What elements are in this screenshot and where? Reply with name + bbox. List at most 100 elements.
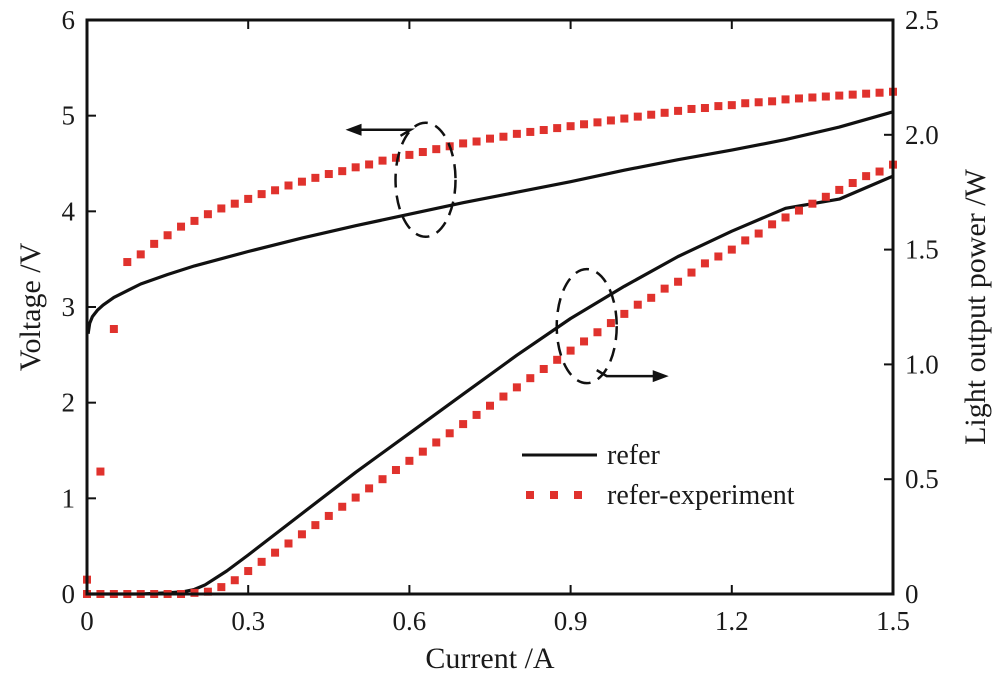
- data-point: [472, 410, 481, 419]
- data-point: [217, 583, 226, 592]
- y-left-tick-label: 2: [62, 388, 76, 418]
- data-point: [405, 456, 414, 465]
- data-point: [674, 277, 683, 286]
- data-point: [405, 150, 414, 159]
- data-point: [660, 108, 669, 117]
- data-point: [862, 89, 871, 98]
- data-point: [593, 328, 602, 337]
- arrowhead-right: [652, 370, 669, 383]
- data-point: [203, 587, 212, 596]
- legend-marker: [526, 491, 534, 499]
- data-point: [539, 364, 548, 373]
- x-tick-label: 0.9: [554, 606, 588, 636]
- annotations: [345, 121, 669, 385]
- x-axis-title: Current /A: [425, 642, 554, 675]
- data-point: [821, 92, 830, 101]
- data-point: [727, 245, 736, 254]
- data-point: [633, 112, 642, 121]
- legend-swatch-refer-experiment: [526, 491, 582, 499]
- data-point: [177, 222, 186, 231]
- plot-frame: [85, 18, 895, 596]
- annotation-ellipse: [394, 121, 457, 239]
- data-point: [566, 122, 575, 131]
- data-point: [499, 132, 508, 141]
- data-point: [512, 129, 521, 138]
- data-point: [499, 392, 508, 401]
- y-right-tick-label: 1.5: [905, 235, 939, 265]
- y-right-tick-label: 1.0: [905, 349, 939, 379]
- data-point: [324, 511, 333, 520]
- data-point: [271, 548, 280, 557]
- x-tick-label: 1.5: [876, 606, 910, 636]
- data-point: [459, 420, 468, 429]
- data-point: [324, 170, 333, 179]
- data-point: [163, 231, 172, 240]
- data-point: [620, 114, 629, 123]
- data-point: [606, 319, 615, 328]
- data-point: [526, 374, 535, 383]
- data-point: [203, 210, 212, 219]
- data-point: [674, 106, 683, 115]
- y-right-tick-label: 0.5: [905, 464, 939, 494]
- data-point: [821, 192, 830, 201]
- annotation-arrow-left: [353, 128, 416, 137]
- data-point: [338, 502, 347, 511]
- arrowhead-left: [345, 123, 362, 136]
- data-point: [835, 185, 844, 194]
- data-point: [418, 148, 427, 157]
- y-axis-right-title: Light output power /W: [959, 168, 992, 444]
- data-point: [700, 104, 709, 113]
- data-point: [284, 181, 293, 190]
- data-point: [553, 355, 562, 364]
- legend-label-refer: refer: [607, 440, 661, 471]
- data-point: [835, 91, 844, 100]
- data-point: [620, 309, 629, 318]
- y-left-tick-label: 0: [62, 579, 76, 609]
- data-point: [378, 475, 387, 484]
- data-point: [123, 258, 132, 267]
- data-point: [391, 153, 400, 162]
- x-tick-label: 0.3: [231, 606, 265, 636]
- data-point: [109, 325, 118, 334]
- data-point: [432, 145, 441, 154]
- data-point: [875, 88, 884, 97]
- data-point: [230, 199, 239, 208]
- data-point: [606, 116, 615, 125]
- data-point: [781, 95, 790, 104]
- data-point: [365, 484, 374, 493]
- data-point: [566, 346, 575, 355]
- data-point: [297, 530, 306, 539]
- data-point: [687, 104, 696, 113]
- data-point: [351, 163, 360, 172]
- data-point: [512, 383, 521, 392]
- data-point: [808, 93, 817, 102]
- y-right-tick-label: 2.0: [905, 120, 939, 150]
- x-tick-label: 0.6: [393, 606, 427, 636]
- x-tick-label: 1.2: [715, 606, 749, 636]
- data-point: [526, 127, 535, 136]
- data-point: [714, 252, 723, 261]
- data-point: [553, 124, 562, 133]
- data-point: [714, 102, 723, 111]
- data-point: [271, 186, 280, 195]
- data-point: [539, 126, 548, 135]
- data-point: [297, 177, 306, 186]
- series-line-refer-left: [86, 110, 894, 335]
- y-right-tick-label: 0: [905, 579, 919, 609]
- data-point: [647, 293, 656, 302]
- legend-marker: [574, 491, 582, 499]
- data-point: [230, 576, 239, 585]
- data-point: [365, 160, 374, 169]
- data-point: [768, 220, 777, 229]
- data-point: [445, 429, 454, 438]
- data-point: [754, 229, 763, 238]
- y-right-tick-label: 2.5: [905, 5, 939, 35]
- y-left-tick-label: 6: [62, 5, 76, 35]
- legend: refer refer-experiment: [522, 440, 795, 511]
- data-point: [257, 190, 266, 199]
- series-group: [83, 87, 897, 598]
- data-point: [338, 167, 347, 176]
- data-point: [486, 401, 494, 410]
